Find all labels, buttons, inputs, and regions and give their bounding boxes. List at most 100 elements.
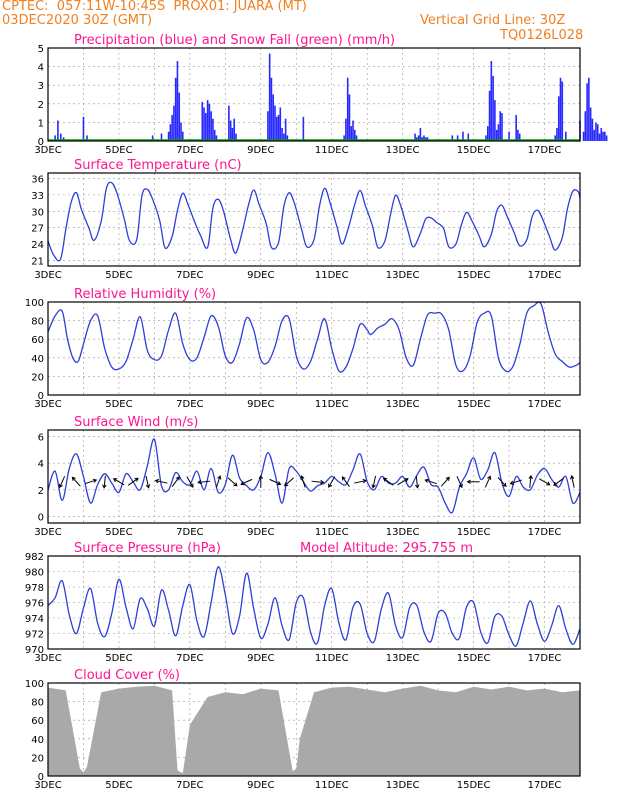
wind-arrow [311,480,324,483]
precip-bar [178,92,181,141]
precip-bar [231,127,234,141]
wind-arrow-head [362,478,367,484]
precip-bar [275,116,278,141]
precip-bar [561,81,564,141]
precip-bar [584,111,587,141]
y-tick-label: 21 [31,257,44,268]
panel-frame [47,301,581,396]
precip-bar [160,133,163,141]
x-tick-label: 13DEC [386,270,420,281]
wind-arrow-head [71,476,76,481]
precip-bar [414,133,416,141]
x-tick-label: 5DEC [105,399,132,410]
panel-frame [47,47,581,142]
wind-arrow [284,477,294,487]
y-tick-label: 100 [25,679,44,690]
precip-bar [302,116,305,141]
x-tick-label: 7DEC [176,145,203,156]
wind-arrow [71,477,81,487]
precip-bar [492,75,494,141]
wind-arrow [215,475,221,488]
x-tick-label: 3DEC [34,145,61,156]
wind-arrow [301,475,306,488]
panel-title: Surface Temperature (nC) [74,158,242,173]
x-tick-label: 7DEC [176,270,203,281]
y-tick-label: 970 [25,645,44,656]
wind-arrow [59,476,66,488]
wind-arrow [155,480,168,484]
wind-arrow [171,476,180,487]
temperature-panel: 21 24 27 30 33 36 Surface Temperature (nC) 3DEC… [31,158,581,281]
wind-arrow-head [466,479,471,485]
wind-panel: 0 2 4 6 Surface Wind (m/s) 3DEC 5DEC 7DEC 9DEC 11… [34,415,581,538]
x-tick-label: 15DEC [457,270,491,281]
precip-bar [416,137,418,141]
x-tick-label: 11DEC [315,780,349,791]
precip-bar [277,114,280,141]
y-tick-label: 80 [31,317,44,328]
panel-title: Precipitation (blue) and Snow Fall (gree… [74,33,395,48]
x-tick-label: 15DEC [457,653,491,664]
y-tick-label: 4 [38,63,44,74]
precip-bar [59,133,62,141]
precip-bar [54,135,56,141]
y-tick-label: 5 [38,44,44,55]
x-tick-label: 9DEC [247,780,274,791]
wind-arrow-head [145,484,151,489]
x-tick-label: 7DEC [176,399,203,410]
wind-arrow [84,479,97,485]
wind-arrow [145,475,150,488]
wind-arrow [269,478,281,485]
y-tick-label: 33 [31,191,44,202]
precip-bar [518,133,521,141]
y-tick-label: 30 [31,207,44,218]
y-tick-label: 1 [38,118,44,129]
wind-arrow-head [458,483,463,489]
wind-arrow-head [509,480,515,485]
wind-arrow [227,477,238,487]
precip-bar [554,135,556,141]
y-tick-label: 20 [31,372,44,383]
y-tick-label: 2 [38,100,44,111]
precip-bar [274,105,276,141]
precip-bar [272,94,275,141]
precip-bar [456,135,459,141]
wind-arrow-head [328,483,333,488]
wind-arrow [372,475,377,488]
precip-bar [591,118,594,141]
wind-arrow-head [233,482,238,487]
precip-bar [352,120,354,141]
precip-bar [565,131,567,141]
x-tick-label: 17DEC [528,399,562,410]
precip-bar [588,77,590,141]
x-tick-label: 11DEC [315,399,349,410]
y-tick-label: 2 [38,486,44,497]
x-tick-label: 11DEC [315,653,349,664]
x-tick-label: 17DEC [528,527,562,538]
wind-arrow-head [404,478,409,483]
wind-arrow-head [240,481,245,486]
x-tick-label: 13DEC [386,527,420,538]
wind-arrow-head [502,482,507,488]
wind-arrow [186,476,194,488]
precip-bar [353,129,356,141]
wind-arrow-head [445,476,450,481]
precip-bar [600,127,603,141]
precip-bar [586,83,588,141]
wind-arrow [397,478,409,486]
y-tick-label: 60 [31,335,44,346]
humidity-line [47,301,581,373]
precip-bar [57,120,59,141]
precip-bar [229,120,232,141]
y-tick-label: 80 [31,698,44,709]
wind-arrow [415,475,418,488]
x-tick-label: 5DEC [105,145,132,156]
wind-arrow [103,475,106,488]
y-tick-label: 982 [25,552,44,563]
panel-title: Surface Pressure (hPa) [74,541,221,556]
panel-frame [47,429,581,524]
wind-arrow [456,476,463,488]
y-tick-label: 3 [38,81,44,92]
wind-arrow [383,477,394,486]
wind-arrow [553,477,564,486]
